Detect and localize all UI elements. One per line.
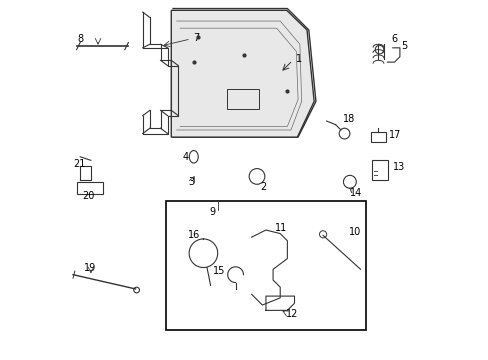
- Text: 13: 13: [392, 162, 404, 172]
- Text: 1: 1: [296, 54, 302, 64]
- Text: 2: 2: [260, 182, 266, 192]
- Text: 16: 16: [187, 230, 200, 240]
- Text: 3: 3: [188, 177, 194, 187]
- Text: 8: 8: [77, 34, 83, 44]
- Text: 7: 7: [192, 33, 199, 43]
- Text: 9: 9: [209, 207, 215, 217]
- Text: 11: 11: [274, 223, 286, 233]
- Bar: [165, 202, 365, 330]
- Text: 21: 21: [73, 159, 85, 169]
- Text: 14: 14: [349, 188, 362, 198]
- Text: 20: 20: [82, 191, 94, 201]
- Text: 19: 19: [83, 262, 96, 273]
- Bar: [226, 89, 258, 109]
- Polygon shape: [171, 10, 313, 137]
- Bar: [372, 160, 387, 180]
- Text: 6: 6: [390, 34, 396, 44]
- Text: 18: 18: [342, 113, 354, 123]
- Text: 17: 17: [388, 130, 401, 140]
- Text: 12: 12: [285, 309, 297, 319]
- Text: 10: 10: [348, 227, 360, 237]
- Text: 4: 4: [183, 152, 188, 162]
- Text: 15: 15: [212, 266, 224, 276]
- Bar: [370, 132, 385, 143]
- Bar: [77, 182, 103, 194]
- Text: 5: 5: [401, 41, 407, 51]
